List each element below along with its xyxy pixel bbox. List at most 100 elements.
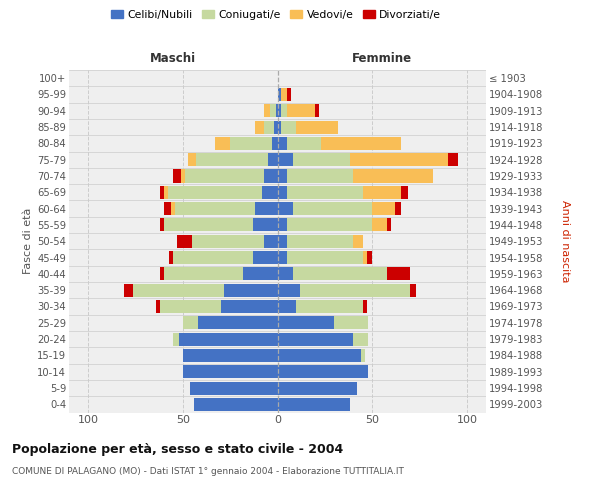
Bar	[270, 104, 275, 118]
Bar	[293, 268, 388, 280]
Bar	[133, 284, 224, 296]
Bar	[277, 104, 281, 118]
Bar	[179, 332, 277, 345]
Legend: Celibi/Nubili, Coniugati/e, Vedovi/e, Divorziati/e: Celibi/Nubili, Coniugati/e, Vedovi/e, Di…	[106, 6, 446, 24]
Bar	[224, 284, 277, 296]
Bar	[372, 218, 388, 232]
Bar	[277, 153, 293, 166]
Bar	[194, 398, 277, 411]
Bar	[272, 137, 277, 150]
Bar	[173, 170, 181, 182]
Bar	[253, 218, 277, 232]
Text: Popolazione per età, sesso e stato civile - 2004: Popolazione per età, sesso e stato civil…	[12, 442, 343, 456]
Bar	[255, 120, 264, 134]
Text: Femmine: Femmine	[352, 52, 412, 65]
Bar	[160, 300, 221, 313]
Bar	[244, 268, 277, 280]
Bar	[277, 382, 357, 394]
Bar	[287, 218, 372, 232]
Bar	[277, 137, 287, 150]
Bar	[287, 186, 363, 199]
Bar	[268, 153, 277, 166]
Bar	[281, 120, 296, 134]
Bar	[277, 186, 287, 199]
Bar	[192, 234, 264, 248]
Bar	[293, 153, 350, 166]
Bar	[410, 284, 416, 296]
Bar	[287, 234, 353, 248]
Bar	[172, 202, 175, 215]
Bar	[277, 120, 281, 134]
Bar	[287, 251, 363, 264]
Bar	[177, 234, 192, 248]
Bar	[156, 300, 160, 313]
Bar	[190, 382, 277, 394]
Bar	[221, 300, 277, 313]
Bar	[175, 202, 255, 215]
Y-axis label: Fasce di età: Fasce di età	[23, 208, 33, 274]
Bar	[230, 137, 272, 150]
Bar	[287, 104, 316, 118]
Bar	[275, 104, 277, 118]
Bar	[277, 316, 334, 330]
Bar	[388, 268, 410, 280]
Bar	[264, 234, 277, 248]
Bar	[183, 349, 277, 362]
Bar	[160, 218, 164, 232]
Bar	[277, 234, 287, 248]
Bar	[277, 268, 293, 280]
Bar	[277, 218, 287, 232]
Bar	[363, 251, 367, 264]
Bar	[173, 332, 179, 345]
Bar	[277, 284, 300, 296]
Bar	[264, 170, 277, 182]
Bar	[395, 202, 401, 215]
Bar	[183, 365, 277, 378]
Bar	[183, 316, 198, 330]
Bar	[160, 186, 164, 199]
Bar	[287, 137, 321, 150]
Bar	[164, 186, 167, 199]
Bar	[296, 120, 338, 134]
Bar	[164, 268, 244, 280]
Bar	[253, 251, 277, 264]
Bar	[277, 365, 368, 378]
Bar	[277, 251, 287, 264]
Bar	[124, 284, 133, 296]
Text: Maschi: Maschi	[150, 52, 196, 65]
Bar	[353, 332, 368, 345]
Bar	[388, 218, 391, 232]
Bar	[287, 88, 291, 101]
Bar	[401, 186, 408, 199]
Bar	[277, 300, 296, 313]
Bar	[300, 284, 410, 296]
Bar	[277, 88, 281, 101]
Bar	[173, 251, 253, 264]
Bar	[164, 202, 172, 215]
Bar	[215, 137, 230, 150]
Bar	[160, 268, 164, 280]
Bar	[293, 202, 372, 215]
Bar	[169, 251, 173, 264]
Bar	[448, 153, 458, 166]
Bar	[353, 170, 433, 182]
Bar	[167, 186, 262, 199]
Y-axis label: Anni di nascita: Anni di nascita	[560, 200, 570, 282]
Bar	[277, 202, 293, 215]
Bar	[372, 202, 395, 215]
Bar	[255, 202, 277, 215]
Bar	[281, 104, 287, 118]
Bar	[181, 170, 185, 182]
Bar	[196, 153, 268, 166]
Bar	[185, 170, 264, 182]
Bar	[262, 186, 277, 199]
Bar	[363, 186, 401, 199]
Bar	[363, 300, 367, 313]
Bar	[367, 251, 372, 264]
Bar	[277, 170, 287, 182]
Bar	[321, 137, 401, 150]
Bar	[164, 218, 253, 232]
Bar	[264, 104, 270, 118]
Bar	[353, 234, 363, 248]
Bar	[264, 120, 274, 134]
